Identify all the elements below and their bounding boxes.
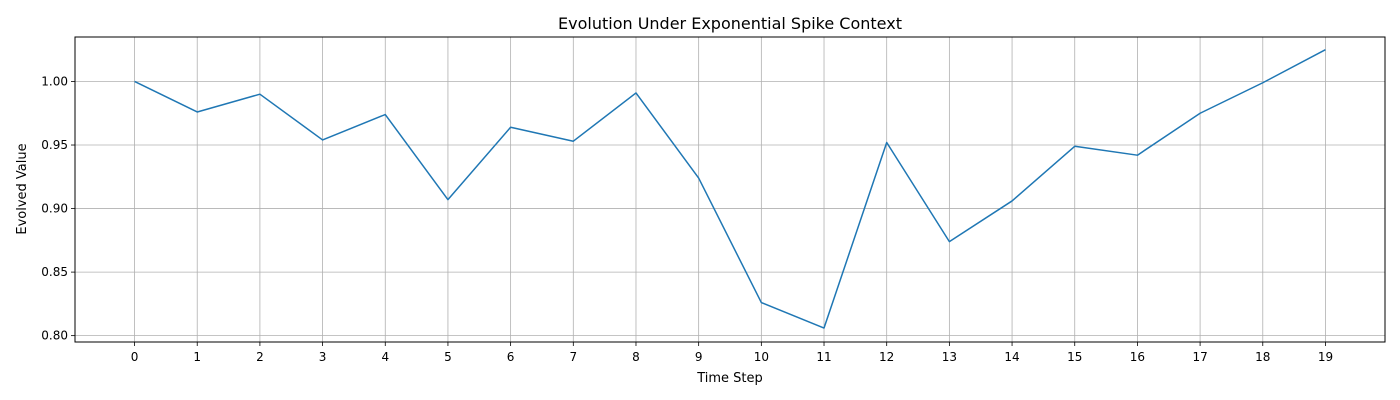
series-line — [134, 49, 1326, 329]
x-tick-label: 16 — [1130, 350, 1145, 364]
x-tick-label: 11 — [816, 350, 831, 364]
x-tick-label: 6 — [507, 350, 515, 364]
x-tick-label: 1 — [193, 350, 201, 364]
y-tick-label: 0.80 — [41, 329, 68, 343]
y-tick-label: 0.90 — [41, 202, 68, 216]
x-tick-label: 13 — [942, 350, 957, 364]
x-tick-label: 3 — [319, 350, 327, 364]
x-tick-label: 0 — [131, 350, 139, 364]
x-tick-label: 12 — [879, 350, 894, 364]
x-tick-label: 15 — [1067, 350, 1082, 364]
plot-frame — [74, 36, 1386, 343]
y-axis-ticks: 0.80 0.85 0.90 0.95 1.00 — [41, 74, 75, 343]
x-tick-label: 19 — [1318, 350, 1333, 364]
x-tick-label: 10 — [754, 350, 769, 364]
x-tick-label: 9 — [695, 350, 703, 364]
x-tick-label: 4 — [381, 350, 389, 364]
x-tick-label: 5 — [444, 350, 452, 364]
y-tick-label: 0.95 — [41, 138, 68, 152]
series-layer — [134, 49, 1326, 329]
x-tick-label: 7 — [569, 350, 577, 364]
x-tick-label: 17 — [1192, 350, 1207, 364]
grid-lines — [75, 37, 1385, 342]
x-axis-label: Time Step — [696, 371, 763, 386]
x-axis-ticks: 0 1 2 3 4 5 6 7 8 9 10 11 12 13 14 15 16 17 18 19 — [131, 342, 1333, 364]
x-tick-label: 2 — [256, 350, 264, 364]
y-tick-label: 0.85 — [41, 265, 68, 279]
chart-title: Evolution Under Exponential Spike Contex… — [558, 14, 902, 33]
y-axis-label: Evolved Value — [15, 143, 30, 234]
x-tick-label: 18 — [1255, 350, 1270, 364]
x-tick-label: 8 — [632, 350, 640, 364]
y-tick-label: 1.00 — [41, 74, 68, 88]
x-tick-label: 14 — [1004, 350, 1019, 364]
